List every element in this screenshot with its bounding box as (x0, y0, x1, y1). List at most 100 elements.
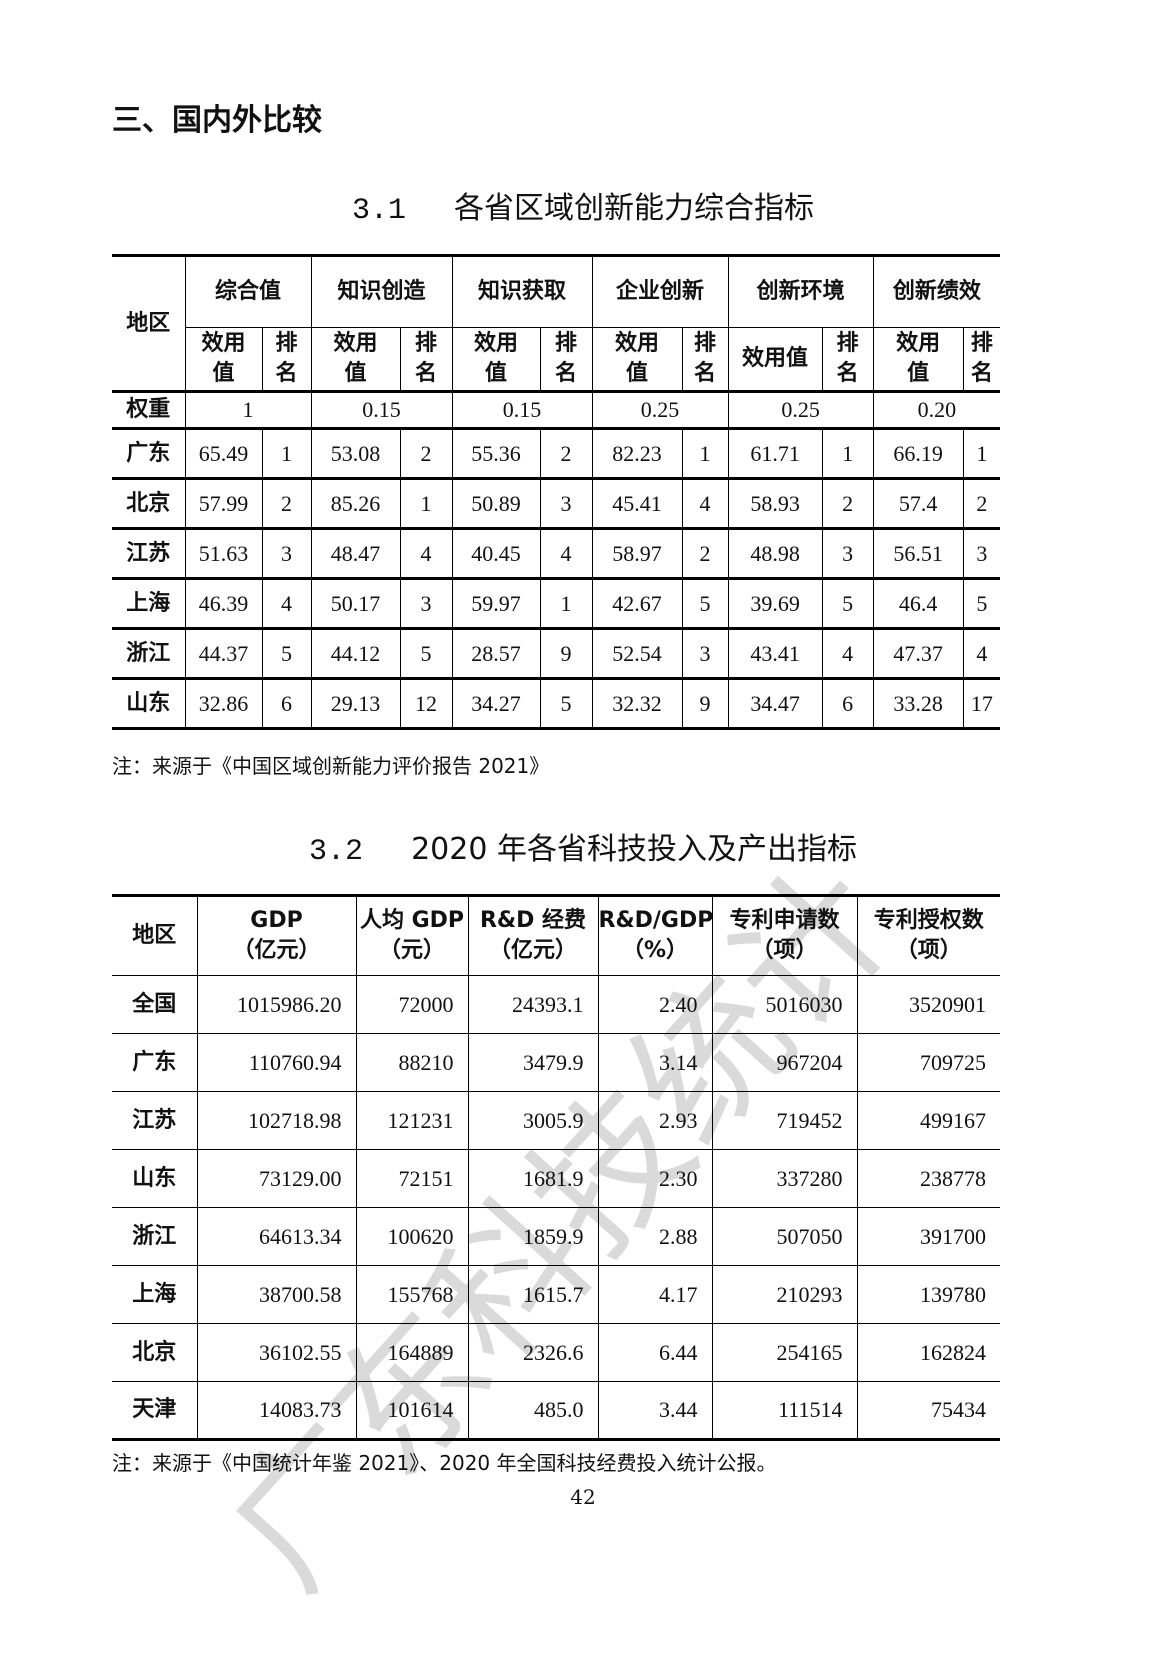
value-cell: 1615.7 (467, 1265, 599, 1324)
table1-note: 注：来源于《中国区域创新能力评价报告 2021》 (112, 754, 550, 778)
rank-cell: 6 (821, 677, 874, 729)
table1-innovation-indicators: 地区 综合值 知识创造 知识获取 企业创新 创新环境 创新绩效 效用值 排名 效用值 排名 效用值 排名… (112, 254, 1001, 730)
header-label: 专利申请数 (729, 908, 840, 933)
rank-cell: 5 (962, 577, 1001, 629)
value-cell: 34.47 (727, 677, 823, 729)
value-cell: 719452 (711, 1091, 858, 1150)
header-group: 企业创新 (591, 255, 729, 328)
value-cell: 121231 (355, 1091, 469, 1150)
value-cell: 52.54 (591, 627, 683, 679)
value-cell: 47.37 (872, 627, 964, 679)
value-cell: 14083.73 (196, 1381, 357, 1440)
table-row: 山东 73129.00 72151 1681.9 2.30 337280 238778 (112, 1149, 1000, 1208)
header-row: 地区 GDP （亿元） 人均 GDP （元） R&D 经费 （亿元） R&D/GDP （%） 专利… (112, 895, 1000, 976)
table2-title-text: 2020 年各省科技投入及产出指标 (411, 832, 857, 867)
value-cell: 1015986.20 (196, 975, 357, 1034)
value-cell: 57.4 (872, 477, 964, 529)
value-cell: 4.17 (597, 1265, 713, 1324)
value-cell: 46.39 (184, 577, 263, 629)
value-cell: 85.26 (310, 477, 401, 529)
region-cell: 天津 (112, 1381, 198, 1440)
table2-sci-tech-input-output: 地区 GDP （亿元） 人均 GDP （元） R&D 经费 （亿元） R&D/GDP （%） 专利… (112, 894, 1000, 1441)
header-unit: （亿元） (232, 938, 321, 963)
rank-cell: 4 (962, 627, 1001, 679)
value-cell: 101614 (355, 1381, 469, 1440)
value-cell: 499167 (856, 1091, 1000, 1150)
weight-value: 1 (184, 390, 312, 429)
rank-cell: 5 (821, 577, 874, 629)
value-cell: 24393.1 (467, 975, 599, 1034)
table1-title: 3.1 各省区域创新能力综合指标 (0, 183, 1166, 228)
value-cell: 45.41 (591, 477, 683, 529)
value-cell: 3520901 (856, 975, 1000, 1034)
rank-cell: 9 (539, 627, 593, 679)
value-cell: 34.27 (451, 677, 541, 729)
value-cell: 485.0 (467, 1381, 599, 1440)
region-cell: 广东 (112, 1033, 198, 1092)
value-cell: 3.14 (597, 1033, 713, 1092)
header-group: 综合值 (184, 255, 312, 328)
rank-cell: 4 (261, 577, 312, 629)
value-cell: 391700 (856, 1207, 1000, 1266)
value-cell: 44.37 (184, 627, 263, 679)
header-group: 知识创造 (310, 255, 453, 328)
table-row: 北京 36102.55 164889 2326.6 6.44 254165 162824 (112, 1323, 1000, 1382)
table-row: 上海 38700.58 155768 1615.7 4.17 210293 139780 (112, 1265, 1000, 1324)
table-row: 全国 1015986.20 72000 24393.1 2.40 5016030 35209… (112, 975, 1000, 1034)
header-cell: 人均 GDP （元） (355, 895, 469, 976)
subheader-rank: 排名 (821, 327, 874, 392)
region-cell: 山东 (112, 1149, 198, 1208)
value-cell: 2326.6 (467, 1323, 599, 1382)
header-label: R&D/GDP (598, 908, 714, 933)
header-group: 知识获取 (451, 255, 593, 328)
value-cell: 110760.94 (196, 1033, 357, 1092)
header-unit: （项） (895, 938, 962, 963)
rank-cell: 1 (399, 477, 453, 529)
rank-cell: 4 (399, 527, 453, 579)
header-label: 地区 (132, 923, 177, 948)
value-cell: 50.89 (451, 477, 541, 529)
value-cell: 48.98 (727, 527, 823, 579)
rank-cell: 3 (962, 527, 1001, 579)
header-group: 创新绩效 (872, 255, 1001, 328)
table-row: 山东 32.86 6 29.13 12 34.27 5 32.32 9 34.47 6 33.28 17 (112, 677, 1001, 729)
value-cell: 32.86 (184, 677, 263, 729)
value-cell: 65.49 (184, 427, 263, 479)
rank-cell: 2 (681, 527, 729, 579)
subheader-value: 效用值 (185, 327, 263, 392)
table2-title: 3.2 2020 年各省科技投入及产出指标 (0, 824, 1166, 869)
rank-cell: 1 (261, 427, 312, 479)
value-cell: 82.23 (591, 427, 683, 479)
rank-cell: 5 (681, 577, 729, 629)
value-cell: 238778 (856, 1149, 1000, 1208)
value-cell: 2.93 (597, 1091, 713, 1150)
table1-title-text: 各省区域创新能力综合指标 (454, 191, 814, 226)
value-cell: 507050 (711, 1207, 858, 1266)
subheader-value: 效用值 (727, 327, 823, 392)
table-row: 浙江 44.37 5 44.12 5 28.57 9 52.54 3 43.41 4 47.37 4 (112, 627, 1001, 679)
region-cell: 上海 (112, 577, 186, 629)
value-cell: 162824 (856, 1323, 1000, 1382)
value-cell: 967204 (711, 1033, 858, 1092)
table2-number: 3.2 (309, 835, 364, 869)
subheader-rank: 排名 (539, 327, 593, 392)
rank-cell: 3 (681, 627, 729, 679)
subheader-rank: 排名 (261, 327, 312, 392)
table1-number: 3.1 (351, 194, 406, 228)
value-cell: 36102.55 (196, 1323, 357, 1382)
header-cell: GDP （亿元） (196, 895, 357, 976)
value-cell: 66.19 (872, 427, 964, 479)
weight-value: 0.15 (310, 390, 453, 429)
value-cell: 46.4 (872, 577, 964, 629)
table-row: 江苏 51.63 3 48.47 4 40.45 4 58.97 2 48.98 3 56.51 3 (112, 527, 1001, 579)
region-cell: 江苏 (112, 527, 186, 579)
region-cell: 全国 (112, 975, 198, 1034)
value-cell: 56.51 (872, 527, 964, 579)
page-number: 42 (570, 1485, 596, 1509)
subheader-rank: 排名 (399, 327, 453, 392)
table-row: 广东 65.49 1 53.08 2 55.36 2 82.23 1 61.71 1 66.19 1 (112, 427, 1001, 479)
table-row: 浙江 64613.34 100620 1859.9 2.88 507050 391700 (112, 1207, 1000, 1266)
value-cell: 88210 (355, 1033, 469, 1092)
header-region: 地区 (112, 255, 186, 392)
value-cell: 61.71 (727, 427, 823, 479)
